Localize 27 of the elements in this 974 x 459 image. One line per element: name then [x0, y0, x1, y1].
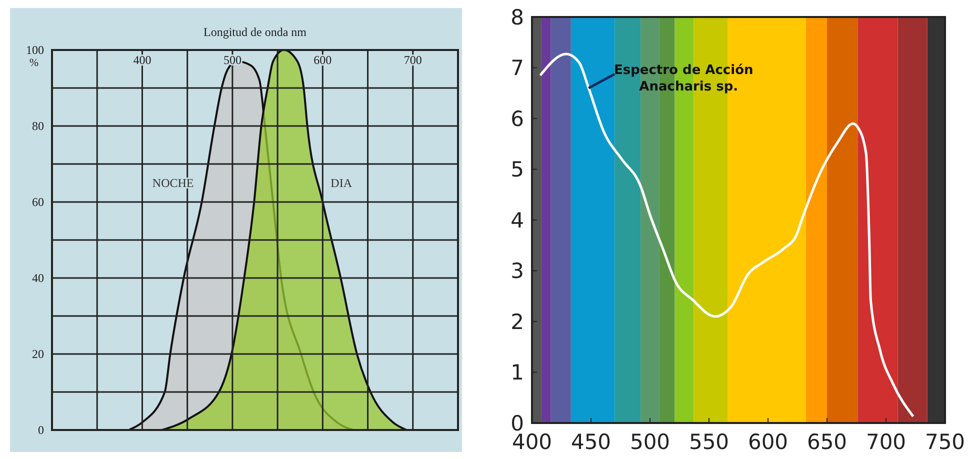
- x-tick-label: 700: [866, 430, 906, 454]
- x-tick-label: 650: [806, 430, 848, 454]
- y-tick-label: 6: [510, 106, 524, 131]
- y-tick-label: 80: [32, 119, 44, 134]
- x-tick-label: 500: [630, 430, 670, 454]
- x-tick-label: 400: [512, 430, 552, 454]
- y-tick-label: 0: [38, 423, 44, 438]
- x-tick-label: 600: [748, 430, 788, 454]
- y-tick-label: 5: [510, 158, 524, 182]
- y-tick-label: 60: [32, 195, 44, 210]
- y-tick-label: 4: [510, 208, 524, 232]
- y-tick-label: 20: [32, 347, 44, 362]
- y-tick-label: 40: [32, 271, 44, 286]
- x-tick-label: 750: [924, 430, 966, 454]
- x-axis-title: Longitud de onda nm: [204, 25, 308, 39]
- series-label: DIA: [330, 176, 352, 190]
- y-tick-label: 1: [510, 360, 524, 385]
- y-tick-label: 3: [510, 259, 524, 284]
- line-series: [539, 52, 914, 418]
- y-tick-label: 100: [26, 43, 44, 58]
- y-tick-label: 7: [510, 56, 524, 80]
- y-axis-title: %: [29, 57, 39, 69]
- x-tick-label: 550: [688, 430, 730, 454]
- y-tick-label: 8: [510, 5, 524, 30]
- x-tick-label: 450: [570, 430, 612, 454]
- y-tick-label: 2: [510, 310, 524, 334]
- annotation: Espectro de Acción Anacharis sp.: [614, 63, 754, 94]
